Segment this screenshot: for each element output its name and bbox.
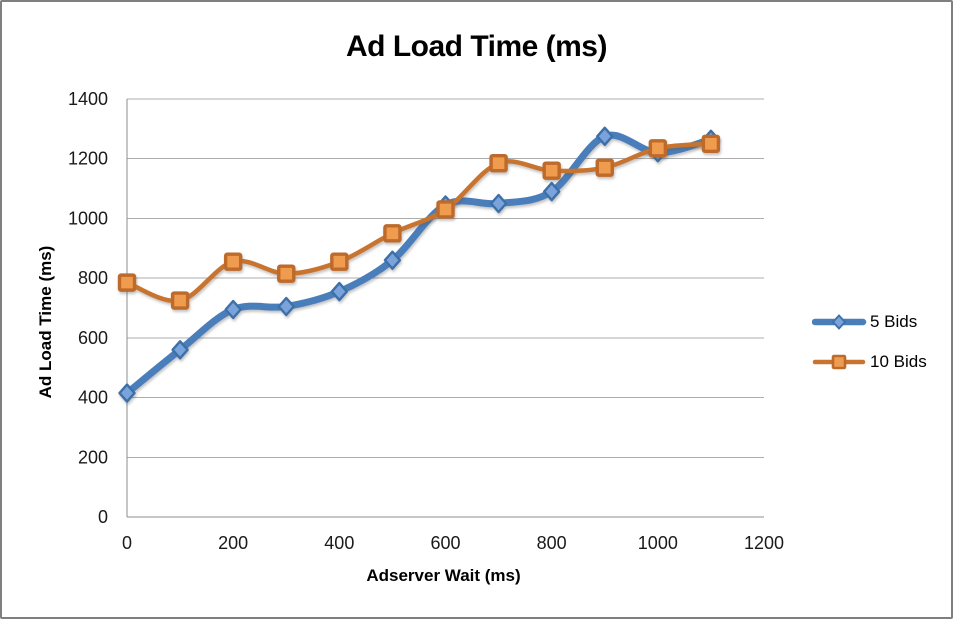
data-point-marker: [596, 126, 614, 147]
data-point-marker: [436, 200, 455, 219]
data-point-marker: [489, 193, 508, 214]
x-tick-label: 800: [537, 533, 567, 553]
x-tick-label: 1000: [638, 533, 678, 553]
data-point-marker: [701, 134, 721, 153]
data-point-marker: [383, 250, 402, 270]
chart-title: Ad Load Time (ms): [346, 30, 607, 63]
data-point-marker: [170, 291, 190, 310]
data-point-marker: [118, 383, 136, 403]
x-tick-label: 0: [122, 533, 132, 553]
series-10-bids: [117, 134, 721, 310]
y-tick-label: 1000: [68, 208, 108, 228]
y-tick-label: 200: [78, 447, 108, 467]
y-axis-title: Ad Load Time (ms): [36, 245, 55, 399]
y-tick-label: 600: [78, 328, 108, 348]
data-point-marker: [542, 161, 561, 180]
data-point-marker: [489, 153, 508, 173]
data-point-marker: [171, 340, 189, 360]
y-tick-label: 1200: [68, 149, 108, 169]
data-point-marker: [223, 252, 243, 271]
data-point-marker: [330, 281, 349, 302]
legend-item-5-bids: 5 Bids: [812, 310, 927, 334]
y-tick-label: 1400: [68, 89, 108, 109]
x-tick-label: 400: [324, 533, 354, 553]
y-tick-label: 800: [78, 268, 108, 288]
chart-legend: 5 Bids 10 Bids: [812, 310, 927, 374]
legend-marker-line-icon: [812, 354, 866, 370]
series-5-bids: [118, 126, 720, 403]
data-point-marker: [542, 181, 561, 202]
data-point-marker: [224, 299, 242, 320]
x-tick-label: 600: [430, 533, 460, 553]
data-point-marker: [277, 296, 295, 317]
x-tick-label: 200: [218, 533, 248, 553]
legend-swatch-5-bids-icon: [812, 312, 868, 332]
data-point-marker: [330, 252, 349, 271]
legend-marker-line-icon: [812, 314, 867, 330]
legend-swatch-10-bids-icon: [812, 352, 868, 372]
data-point-marker: [595, 158, 614, 177]
x-axis-title: Adserver Wait (ms): [366, 566, 521, 585]
y-tick-label: 400: [78, 388, 108, 408]
legend-item-10-bids: 10 Bids: [812, 350, 927, 374]
x-tick-label: 1200: [744, 533, 784, 553]
data-point-marker: [648, 139, 668, 158]
data-point-marker: [277, 264, 296, 283]
series-line: [123, 131, 715, 397]
data-point-marker: [383, 224, 402, 243]
legend-label: 5 Bids: [870, 312, 918, 331]
series-line: [124, 141, 714, 304]
y-tick-label: 0: [98, 507, 108, 527]
legend-label: 10 Bids: [870, 352, 927, 371]
data-point-marker: [117, 273, 137, 292]
